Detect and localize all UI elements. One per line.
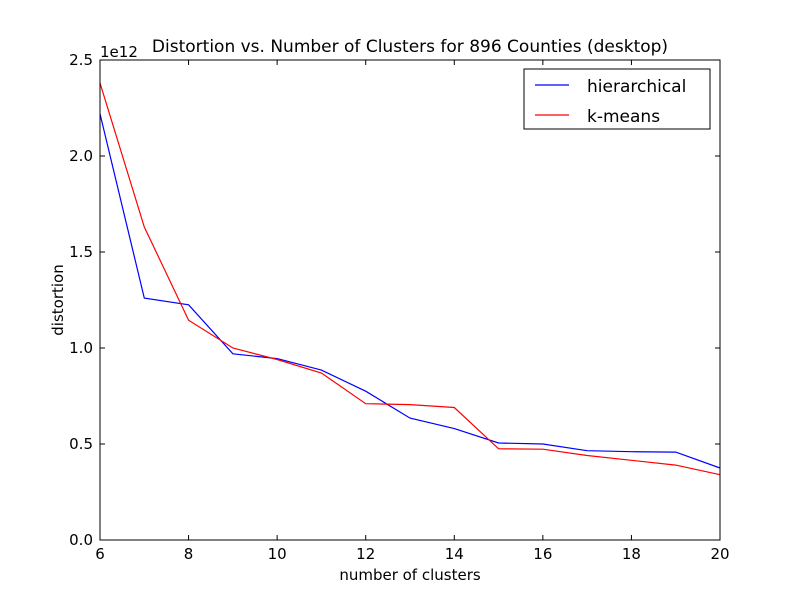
x-tick-label: 18 xyxy=(622,545,641,563)
x-tick-label: 12 xyxy=(356,545,375,563)
series-line-hierarchical xyxy=(99,113,721,469)
y-axis-label: distortion xyxy=(49,264,67,335)
y-tick-label: 0.0 xyxy=(69,531,93,549)
y-tick-label: 0.5 xyxy=(69,435,93,453)
legend-box xyxy=(523,68,711,130)
series-line-k-means xyxy=(99,82,721,476)
legend: hierarchical k-means xyxy=(523,68,711,130)
y-offset-label: 1e12 xyxy=(100,43,138,61)
x-tick-label: 16 xyxy=(533,545,552,563)
x-tick-label: 20 xyxy=(710,545,729,563)
legend-label-k-means: k-means xyxy=(587,107,660,127)
y-tick-label: 2.5 xyxy=(69,51,93,69)
x-tick-label: 6 xyxy=(95,545,105,563)
axes-frame xyxy=(99,59,721,541)
x-tick-label: 14 xyxy=(445,545,464,563)
y-axis-ticks: 0.0 0.5 1.0 1.5 2.0 2.5 xyxy=(69,51,720,549)
y-tick-label: 1.0 xyxy=(69,339,93,357)
chart-title: Distortion vs. Number of Clusters for 89… xyxy=(152,37,668,57)
x-tick-label: 10 xyxy=(268,545,287,563)
plot-lines xyxy=(99,82,721,476)
legend-label-hierarchical: hierarchical xyxy=(587,77,686,97)
y-tick-label: 1.5 xyxy=(69,243,93,261)
y-tick-label: 2.0 xyxy=(69,147,93,165)
x-axis-ticks: 6 8 10 12 14 16 18 20 xyxy=(95,60,730,563)
x-tick-label: 8 xyxy=(184,545,194,563)
x-axis-label: number of clusters xyxy=(339,566,481,584)
